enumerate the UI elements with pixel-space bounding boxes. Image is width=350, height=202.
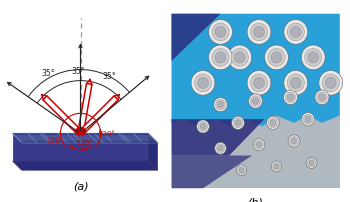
Polygon shape [148, 134, 158, 170]
Circle shape [308, 52, 318, 63]
Circle shape [265, 45, 288, 70]
Polygon shape [78, 83, 92, 134]
Circle shape [234, 52, 245, 63]
Circle shape [287, 74, 304, 92]
Circle shape [248, 94, 262, 108]
Polygon shape [172, 14, 220, 61]
Circle shape [309, 160, 314, 165]
Circle shape [216, 144, 225, 153]
Circle shape [212, 23, 229, 41]
Circle shape [317, 92, 327, 103]
Text: 35°: 35° [41, 69, 55, 78]
Circle shape [319, 94, 325, 101]
Circle shape [247, 20, 271, 44]
Circle shape [253, 139, 265, 151]
Circle shape [290, 77, 301, 88]
Text: 35°: 35° [71, 67, 85, 76]
Text: 120°: 120° [46, 138, 63, 143]
Circle shape [284, 70, 308, 95]
Circle shape [284, 20, 308, 44]
Circle shape [197, 120, 209, 133]
Circle shape [215, 52, 226, 63]
Circle shape [306, 157, 317, 168]
Text: 120°: 120° [98, 131, 115, 137]
Circle shape [287, 94, 294, 101]
Circle shape [301, 45, 325, 70]
Circle shape [315, 90, 329, 105]
Text: 120°: 120° [76, 140, 93, 145]
Circle shape [216, 100, 225, 110]
Circle shape [284, 90, 298, 105]
Circle shape [303, 114, 313, 124]
Circle shape [236, 165, 247, 176]
Circle shape [267, 116, 279, 129]
Circle shape [326, 77, 336, 88]
Circle shape [273, 162, 280, 170]
Circle shape [232, 116, 244, 129]
Text: (a): (a) [73, 182, 88, 192]
Polygon shape [13, 134, 148, 161]
Circle shape [231, 48, 248, 66]
Polygon shape [13, 134, 158, 142]
Circle shape [308, 159, 315, 167]
Circle shape [271, 161, 282, 172]
Circle shape [247, 70, 271, 95]
Polygon shape [172, 119, 264, 156]
Circle shape [215, 26, 226, 38]
Circle shape [268, 118, 278, 128]
Text: (b): (b) [247, 198, 264, 202]
Circle shape [214, 98, 228, 112]
Circle shape [274, 164, 279, 169]
Circle shape [233, 118, 243, 128]
Polygon shape [78, 127, 84, 134]
Circle shape [238, 166, 245, 174]
Circle shape [251, 74, 267, 92]
Circle shape [254, 77, 264, 88]
Circle shape [198, 77, 208, 88]
Polygon shape [172, 156, 252, 188]
Circle shape [301, 113, 315, 126]
Circle shape [191, 70, 215, 95]
Circle shape [239, 168, 244, 173]
Circle shape [290, 137, 298, 145]
Circle shape [255, 140, 263, 149]
Polygon shape [13, 161, 158, 170]
Polygon shape [74, 127, 83, 135]
Circle shape [209, 45, 232, 70]
Polygon shape [78, 127, 87, 135]
Circle shape [235, 120, 241, 126]
Circle shape [215, 142, 226, 154]
Circle shape [268, 48, 285, 66]
Circle shape [200, 123, 206, 129]
Circle shape [288, 135, 300, 147]
Circle shape [195, 74, 211, 92]
Text: 35°: 35° [103, 72, 117, 81]
Circle shape [319, 70, 343, 95]
Circle shape [218, 146, 223, 151]
Circle shape [322, 74, 339, 92]
Polygon shape [172, 14, 340, 128]
Circle shape [254, 26, 264, 38]
Circle shape [251, 96, 260, 106]
Circle shape [305, 48, 322, 66]
Circle shape [198, 122, 208, 131]
Circle shape [252, 98, 259, 104]
Circle shape [217, 101, 224, 108]
Circle shape [290, 26, 301, 38]
Circle shape [305, 116, 311, 122]
Polygon shape [78, 96, 118, 135]
Polygon shape [172, 14, 340, 188]
Circle shape [256, 142, 262, 147]
Circle shape [285, 92, 296, 103]
Circle shape [209, 20, 232, 44]
Circle shape [291, 138, 297, 144]
Circle shape [270, 120, 276, 126]
Circle shape [271, 52, 282, 63]
Circle shape [212, 48, 229, 66]
Circle shape [287, 23, 304, 41]
Polygon shape [43, 96, 83, 135]
Circle shape [251, 23, 267, 41]
Circle shape [228, 45, 252, 70]
